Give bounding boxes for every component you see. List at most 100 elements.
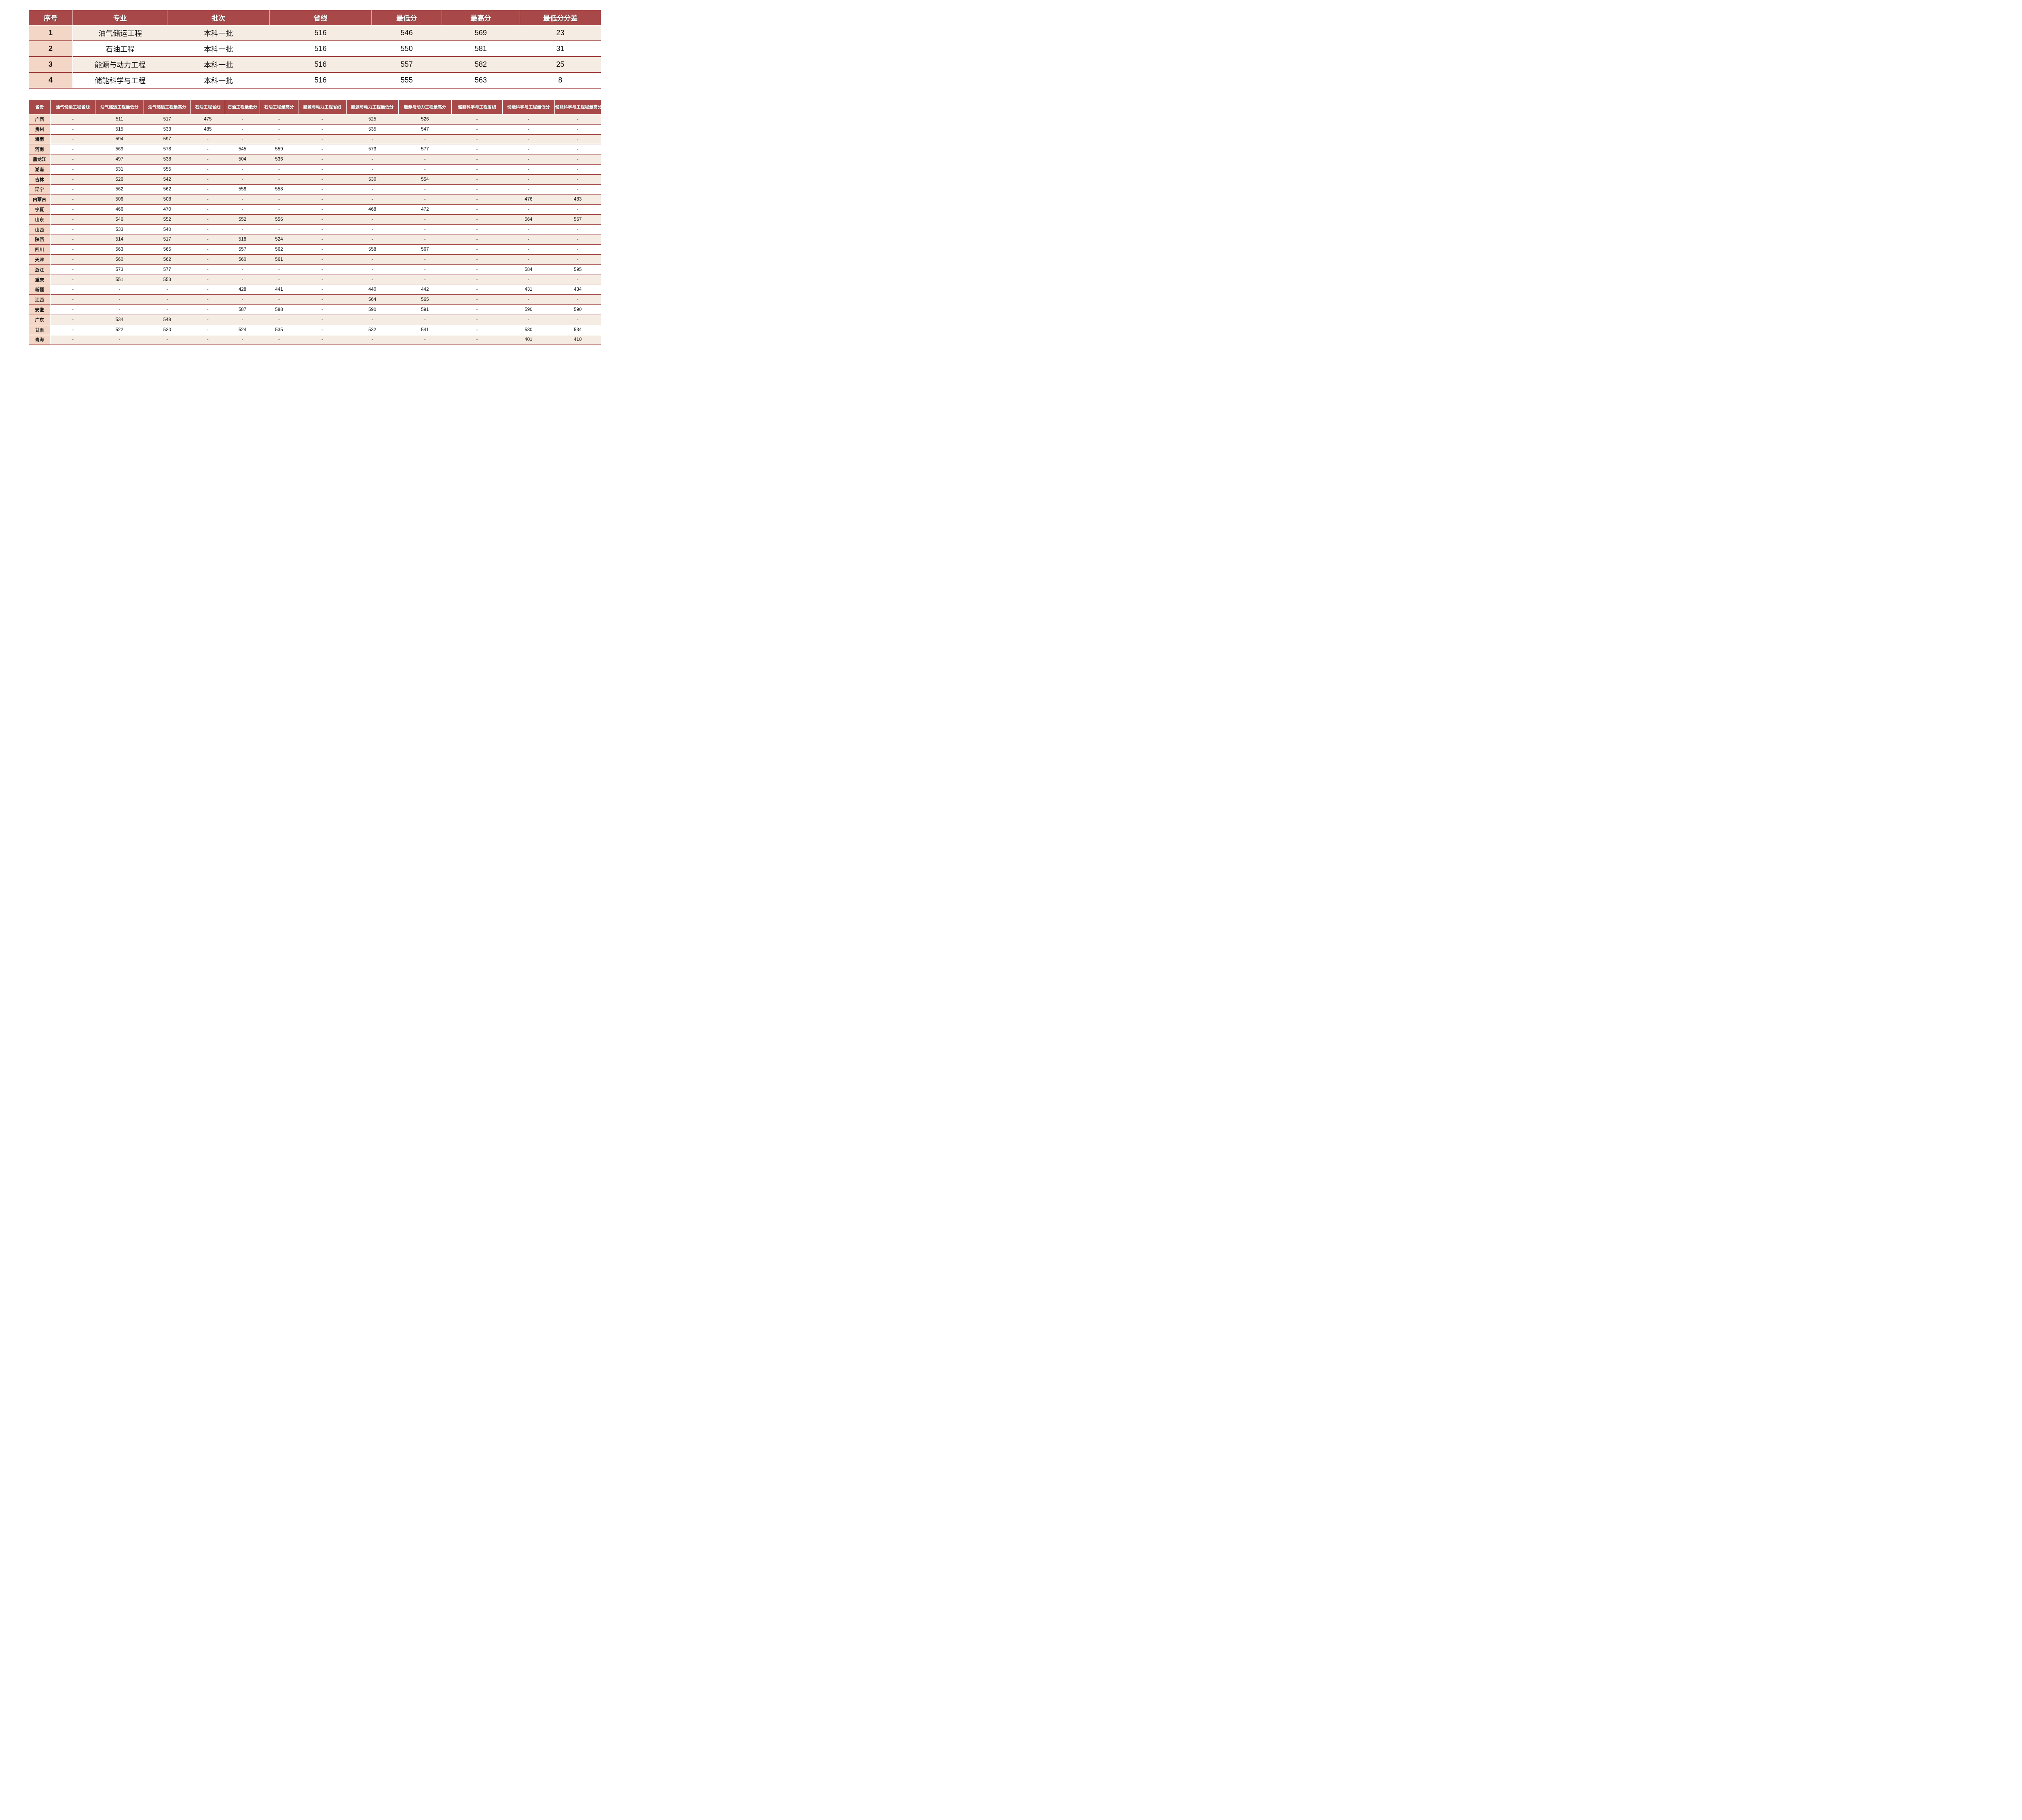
province-row: 青海 - - - - - - - - - -401 410 bbox=[29, 334, 601, 346]
province-row-cell: 522 bbox=[95, 324, 144, 335]
province-row-cell: - bbox=[190, 264, 225, 275]
province-row-cell: 547 bbox=[398, 124, 452, 135]
province-row: 新疆 - - - -428 441-440 442-431 434 bbox=[29, 284, 601, 295]
column-header-5: 石油工程最低分 bbox=[225, 100, 260, 114]
province-row-cell: 538 bbox=[144, 154, 191, 165]
province-row-cell: 552 bbox=[225, 214, 260, 225]
column-header-6: 石油工程最高分 bbox=[260, 100, 298, 114]
province-row-cell: 558 bbox=[225, 184, 260, 194]
province-row-cell: - bbox=[451, 204, 503, 215]
province-row-cell: - bbox=[502, 164, 555, 175]
province-row-cell: - bbox=[298, 304, 347, 315]
province-row-cell: - bbox=[50, 154, 95, 165]
province-row-cell: - bbox=[554, 234, 601, 245]
province-row-cell: 569 bbox=[95, 144, 144, 154]
province-row-cell: 573 bbox=[346, 144, 399, 154]
major-row-cell: 563 bbox=[442, 72, 520, 89]
province-row-cell: - bbox=[298, 314, 347, 325]
province-row-cell: - bbox=[260, 314, 298, 325]
province-row-cell: - bbox=[225, 134, 260, 144]
province-row-cell: 504 bbox=[225, 154, 260, 165]
province-row-cell: - bbox=[451, 124, 503, 135]
province-row-cell: 442 bbox=[398, 284, 452, 295]
province-row-cell: 564 bbox=[502, 214, 555, 225]
province-row-cell: - bbox=[554, 144, 601, 154]
province-row-cell: - bbox=[346, 214, 399, 225]
province-row-cell: - bbox=[298, 174, 347, 185]
province-row-label: 重庆 bbox=[29, 274, 51, 285]
province-row-cell: - bbox=[451, 224, 503, 235]
province-row-cell: - bbox=[50, 264, 95, 275]
province-row-cell: - bbox=[502, 234, 555, 245]
province-row-cell: - bbox=[50, 304, 95, 315]
province-row-cell: 591 bbox=[398, 304, 452, 315]
province-row-cell: 517 bbox=[144, 114, 191, 125]
province-row-cell: 524 bbox=[260, 234, 298, 245]
province-row-cell: - bbox=[554, 174, 601, 185]
province-row-cell: 560 bbox=[95, 254, 144, 265]
province-row-cell: - bbox=[190, 174, 225, 185]
major-row: 3 能源与动力工程 本科一批 516 557 582 25 bbox=[29, 56, 601, 72]
major-row-cell: 546 bbox=[371, 25, 442, 41]
province-row-cell: - bbox=[554, 294, 601, 305]
majors-table-header-row: 序号 专业 批次 省线 最低分 最高分 最低分分差 bbox=[29, 10, 601, 25]
province-row-cell: - bbox=[225, 264, 260, 275]
province-row-cell: - bbox=[554, 154, 601, 165]
province-row-cell: - bbox=[50, 144, 95, 154]
province-row-cell: - bbox=[298, 234, 347, 245]
province-row-cell: - bbox=[451, 324, 503, 335]
province-row-cell: 468 bbox=[346, 204, 399, 215]
province-row-cell: 530 bbox=[502, 324, 555, 335]
province-row-cell: 559 bbox=[260, 144, 298, 154]
province-row-cell: - bbox=[190, 194, 225, 205]
province-row-cell: 597 bbox=[144, 134, 191, 144]
province-row-cell: 553 bbox=[144, 274, 191, 285]
province-row-cell: - bbox=[346, 184, 399, 194]
province-row-cell: - bbox=[554, 274, 601, 285]
province-row-cell: - bbox=[451, 154, 503, 165]
major-row-cell: 储能科学与工程 bbox=[72, 72, 167, 89]
major-row-cell: 石油工程 bbox=[72, 40, 167, 57]
province-row-cell: 485 bbox=[190, 124, 225, 135]
province-row-cell: 476 bbox=[502, 194, 555, 205]
province-row-cell: 524 bbox=[225, 324, 260, 335]
province-row-cell: 595 bbox=[554, 264, 601, 275]
major-row-label: 4 bbox=[29, 72, 73, 89]
province-row-label: 吉林 bbox=[29, 174, 51, 185]
province-row-cell: - bbox=[190, 184, 225, 194]
province-row-cell: - bbox=[190, 134, 225, 144]
province-row-cell: - bbox=[298, 254, 347, 265]
major-row-cell: 581 bbox=[442, 40, 520, 57]
major-row-cell: 本科一批 bbox=[167, 72, 270, 89]
major-row-cell: 31 bbox=[520, 40, 601, 57]
province-row-cell: 594 bbox=[95, 134, 144, 144]
province-row-label: 黑龙江 bbox=[29, 154, 51, 165]
province-row-cell: - bbox=[190, 334, 225, 346]
province-row-cell: 584 bbox=[502, 264, 555, 275]
major-row-label: 2 bbox=[29, 40, 73, 57]
province-row-cell: 587 bbox=[225, 304, 260, 315]
province-row-cell: - bbox=[190, 284, 225, 295]
province-row-cell: - bbox=[225, 334, 260, 346]
province-row-label: 辽宁 bbox=[29, 184, 51, 194]
major-row-cell: 25 bbox=[520, 56, 601, 72]
province-row: 河南 -569 578-545 559-573 577- - - bbox=[29, 144, 601, 154]
province-row-cell: - bbox=[225, 124, 260, 135]
province-row-cell: - bbox=[451, 194, 503, 205]
province-row: 四川 -563 565-557 562-558 567- - - bbox=[29, 244, 601, 255]
province-row-cell: 590 bbox=[502, 304, 555, 315]
province-row-cell: - bbox=[190, 144, 225, 154]
province-row-cell: 428 bbox=[225, 284, 260, 295]
column-header-4: 最低分 bbox=[371, 10, 442, 25]
column-header-2: 油气储运工程最低分 bbox=[95, 100, 144, 114]
province-row-cell: 562 bbox=[260, 244, 298, 255]
province-row-cell: - bbox=[298, 194, 347, 205]
province-row: 湖南 -531 555- - - - - - - - - bbox=[29, 164, 601, 175]
province-row-cell: - bbox=[260, 204, 298, 215]
province-row-cell: - bbox=[50, 234, 95, 245]
province-row-cell: - bbox=[298, 284, 347, 295]
province-row-cell: - bbox=[451, 164, 503, 175]
province-row-cell: - bbox=[502, 204, 555, 215]
province-row: 浙江 -573 577- - - - - - -584 595 bbox=[29, 264, 601, 275]
province-row-cell: - bbox=[451, 174, 503, 185]
